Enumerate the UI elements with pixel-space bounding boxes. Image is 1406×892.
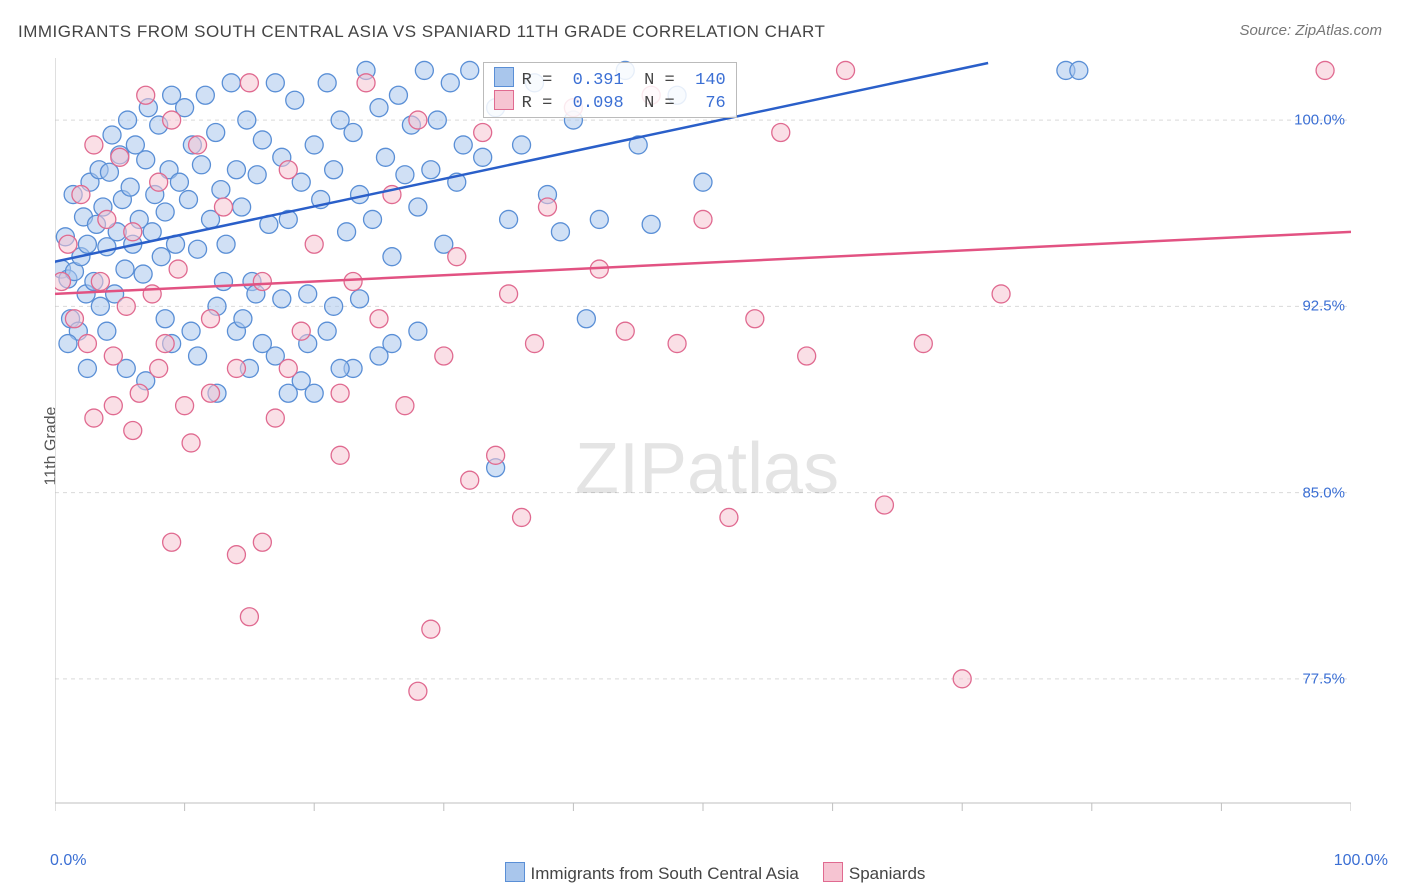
- legend-row: R = 0.098 N = 76: [494, 90, 726, 113]
- y-tick-label: 100.0%: [1294, 112, 1345, 129]
- legend-row: R = 0.391 N = 140: [494, 67, 726, 90]
- legend-label: Spaniards: [849, 864, 926, 883]
- plot-svg: [55, 58, 1351, 830]
- scatter-plot: ZIPatlas R = 0.391 N = 140R = 0.098 N = …: [55, 58, 1351, 830]
- legend-swatch: [494, 90, 514, 110]
- chart-title: IMMIGRANTS FROM SOUTH CENTRAL ASIA VS SP…: [18, 22, 825, 42]
- y-tick-label: 77.5%: [1302, 670, 1345, 687]
- y-tick-label: 92.5%: [1302, 298, 1345, 315]
- legend-swatch: [505, 862, 525, 882]
- legend-swatch: [823, 862, 843, 882]
- legend-label: Immigrants from South Central Asia: [531, 864, 799, 883]
- series-legend: Immigrants from South Central Asia Spania…: [0, 862, 1406, 884]
- legend-swatch: [494, 67, 514, 87]
- source-credit: Source: ZipAtlas.com: [1239, 22, 1382, 39]
- correlation-legend: R = 0.391 N = 140R = 0.098 N = 76: [483, 62, 737, 118]
- y-tick-label: 85.0%: [1302, 484, 1345, 501]
